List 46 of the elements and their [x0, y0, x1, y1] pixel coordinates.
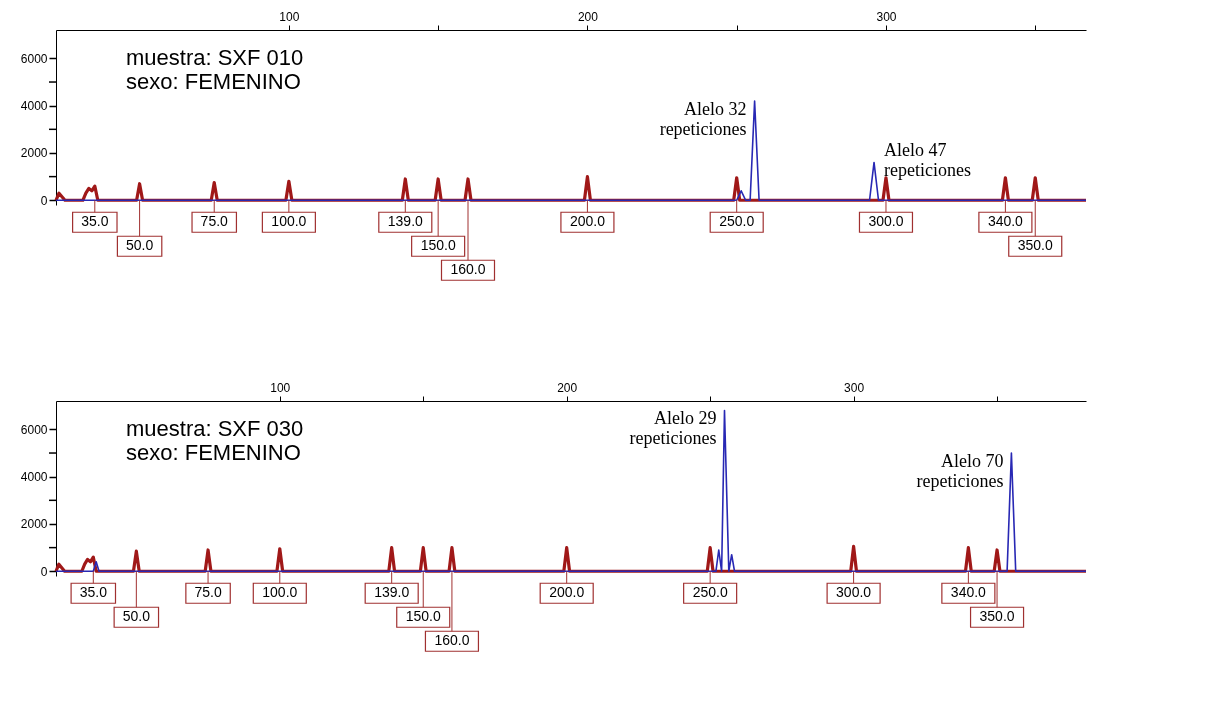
annotation: 50.0	[122, 608, 151, 625]
annotation: 150.0	[405, 608, 441, 625]
annotation: Alelo 32 repeticiones	[659, 98, 747, 139]
y-tick-label: 2000	[20, 146, 48, 161]
annotation: 50.0	[125, 237, 154, 254]
annotation: 300.0	[868, 213, 904, 230]
y-tick-label: 4000	[20, 470, 48, 485]
annotation: Alelo 70 repeticiones	[916, 451, 1004, 492]
annotation: Alelo 47 repeticiones	[884, 140, 971, 181]
annotation: 160.0	[450, 261, 486, 278]
annotation: 150.0	[420, 237, 456, 254]
y-tick-label: 2000	[20, 517, 48, 532]
y-tick-label: 0	[40, 564, 48, 579]
annotation: 340.0	[950, 584, 987, 601]
x-tick-label: 300	[876, 9, 897, 24]
annotation: sexo: FEMENINO	[126, 69, 301, 94]
y-tick-label: 6000	[20, 51, 48, 66]
y-tick-label: 4000	[20, 99, 48, 114]
x-tick-label: 200	[577, 9, 599, 24]
annotation: 75.0	[200, 213, 229, 230]
annotation: 200.0	[549, 584, 585, 601]
x-tick-label: 300	[844, 380, 865, 395]
annotation: 139.0	[387, 213, 424, 230]
annotation: 300.0	[836, 584, 872, 601]
annotation: 35.0	[79, 584, 108, 601]
annotation: 75.0	[194, 584, 222, 601]
annotation: 250.0	[719, 213, 755, 230]
x-tick-label: 200	[557, 380, 578, 395]
annotation: 160.0	[434, 632, 470, 649]
annotation: 200.0	[569, 213, 606, 230]
annotation: 139.0	[374, 584, 410, 601]
annotation: muestra: SXF 030	[126, 416, 304, 441]
annotation: 350.0	[979, 608, 1015, 625]
x-tick-label: 100	[270, 380, 291, 395]
y-tick-label: 0	[40, 193, 48, 208]
annotation: Alelo 29 repeticiones	[629, 408, 717, 449]
annotation: 350.0	[1017, 237, 1053, 254]
y-tick-label: 6000	[20, 422, 48, 437]
annotation: 100.0	[262, 584, 298, 601]
annotation: sexo: FEMENINO	[126, 440, 301, 465]
x-tick-label: 100	[279, 9, 300, 24]
annotation: 250.0	[692, 584, 728, 601]
annotation: muestra: SXF 010	[126, 45, 304, 70]
annotation: 35.0	[81, 213, 109, 230]
annotation: 100.0	[271, 213, 307, 230]
annotation: 340.0	[987, 213, 1024, 230]
